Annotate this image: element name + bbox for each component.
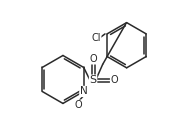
Text: O: O [74,100,82,110]
Text: S: S [90,75,97,85]
Text: Cl: Cl [91,33,101,43]
Text: O: O [111,75,118,85]
Text: N: N [80,86,88,96]
Text: O: O [89,54,97,64]
